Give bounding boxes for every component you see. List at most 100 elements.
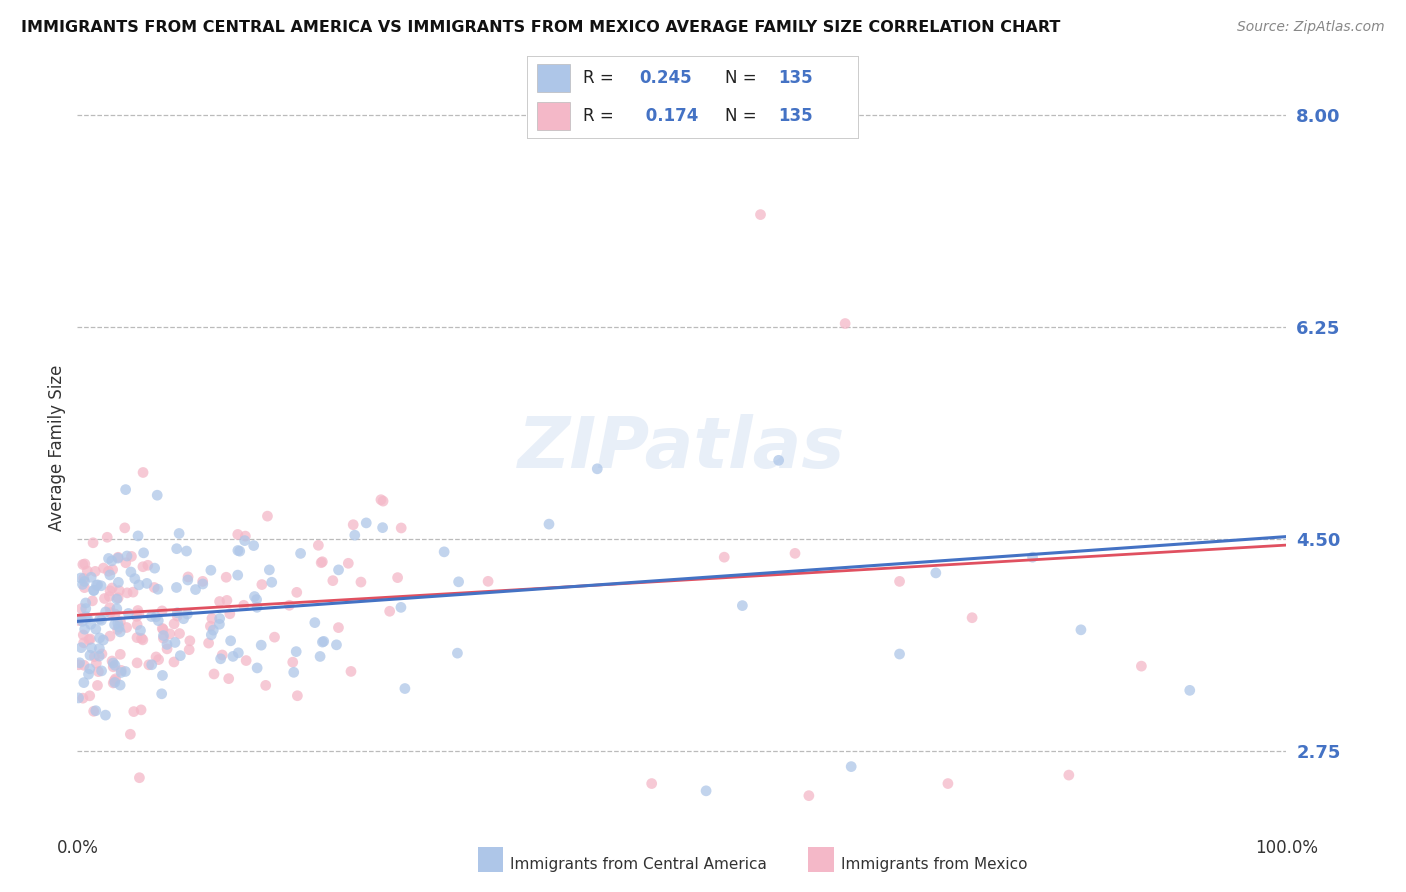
Point: [75, 601, 97, 615]
Point: [103, 656, 125, 670]
Point: [378, 604, 401, 618]
Point: [110, 665, 132, 680]
Point: [128, 607, 150, 621]
Point: [69, 612, 91, 626]
Point: [100, 606, 122, 620]
Point: [218, 607, 240, 621]
Y-axis label: Average Family Size: Average Family Size: [48, 365, 66, 532]
Point: [132, 546, 155, 560]
Point: [202, 667, 225, 681]
Point: [925, 566, 948, 580]
Point: [120, 565, 142, 579]
Point: [108, 624, 131, 639]
Point: [115, 549, 138, 563]
Point: [69, 656, 91, 670]
Point: [226, 527, 249, 541]
Point: [82, 535, 104, 549]
Point: [200, 563, 222, 577]
Point: [960, 610, 983, 624]
Point: [86, 578, 108, 592]
Point: [105, 601, 128, 615]
Point: [101, 563, 124, 577]
Point: [120, 727, 142, 741]
Point: [169, 648, 191, 663]
Point: [242, 539, 264, 553]
Point: [98, 568, 121, 582]
Point: [75, 609, 97, 624]
Point: [834, 317, 856, 331]
Point: [98, 629, 121, 643]
Point: [389, 600, 412, 615]
Point: [232, 599, 254, 613]
Point: [1070, 623, 1092, 637]
Point: [145, 649, 167, 664]
Point: [337, 556, 360, 570]
Point: [177, 570, 200, 584]
Point: [96, 530, 118, 544]
Point: [76, 611, 98, 625]
Point: [80, 617, 103, 632]
Point: [839, 759, 862, 773]
Point: [201, 611, 224, 625]
Point: [73, 571, 96, 585]
Point: [246, 661, 269, 675]
Point: [129, 703, 152, 717]
Point: [150, 621, 173, 635]
Point: [290, 546, 312, 560]
Point: [79, 689, 101, 703]
Text: 0.245: 0.245: [640, 70, 692, 87]
Point: [394, 681, 416, 696]
Point: [226, 568, 249, 582]
Point: [145, 609, 167, 624]
Point: [343, 528, 366, 542]
Point: [150, 604, 173, 618]
Point: [67, 690, 90, 705]
Point: [79, 632, 101, 646]
Point: [889, 647, 911, 661]
Point: [86, 578, 108, 592]
Point: [152, 629, 174, 643]
Point: [73, 622, 96, 636]
Point: [167, 526, 190, 541]
Point: [131, 632, 153, 646]
Point: [108, 620, 131, 634]
Point: [115, 620, 138, 634]
Point: [110, 615, 132, 629]
Point: [125, 631, 148, 645]
Point: [1057, 768, 1080, 782]
Point: [163, 635, 186, 649]
Point: [90, 579, 112, 593]
Point: [219, 633, 242, 648]
Point: [104, 675, 127, 690]
Point: [312, 634, 335, 648]
Point: [103, 617, 125, 632]
Point: [84, 565, 107, 579]
Point: [110, 648, 132, 662]
Point: [129, 624, 152, 638]
Point: [103, 673, 125, 688]
Point: [218, 672, 240, 686]
Point: [256, 509, 278, 524]
Point: [1021, 550, 1043, 565]
Point: [143, 581, 166, 595]
Point: [72, 615, 94, 629]
Point: [120, 549, 142, 564]
Point: [67, 614, 90, 628]
Point: [281, 655, 304, 669]
Point: [152, 668, 174, 682]
Point: [114, 556, 136, 570]
Point: [156, 641, 179, 656]
Point: [250, 638, 273, 652]
Point: [433, 545, 456, 559]
Point: [77, 667, 100, 681]
Point: [127, 529, 149, 543]
Point: [89, 649, 111, 664]
Point: [208, 611, 231, 625]
Point: [243, 590, 266, 604]
Point: [749, 208, 772, 222]
Point: [101, 554, 124, 568]
Point: [311, 635, 333, 649]
Point: [114, 665, 136, 679]
Point: [169, 626, 191, 640]
Point: [307, 538, 329, 552]
